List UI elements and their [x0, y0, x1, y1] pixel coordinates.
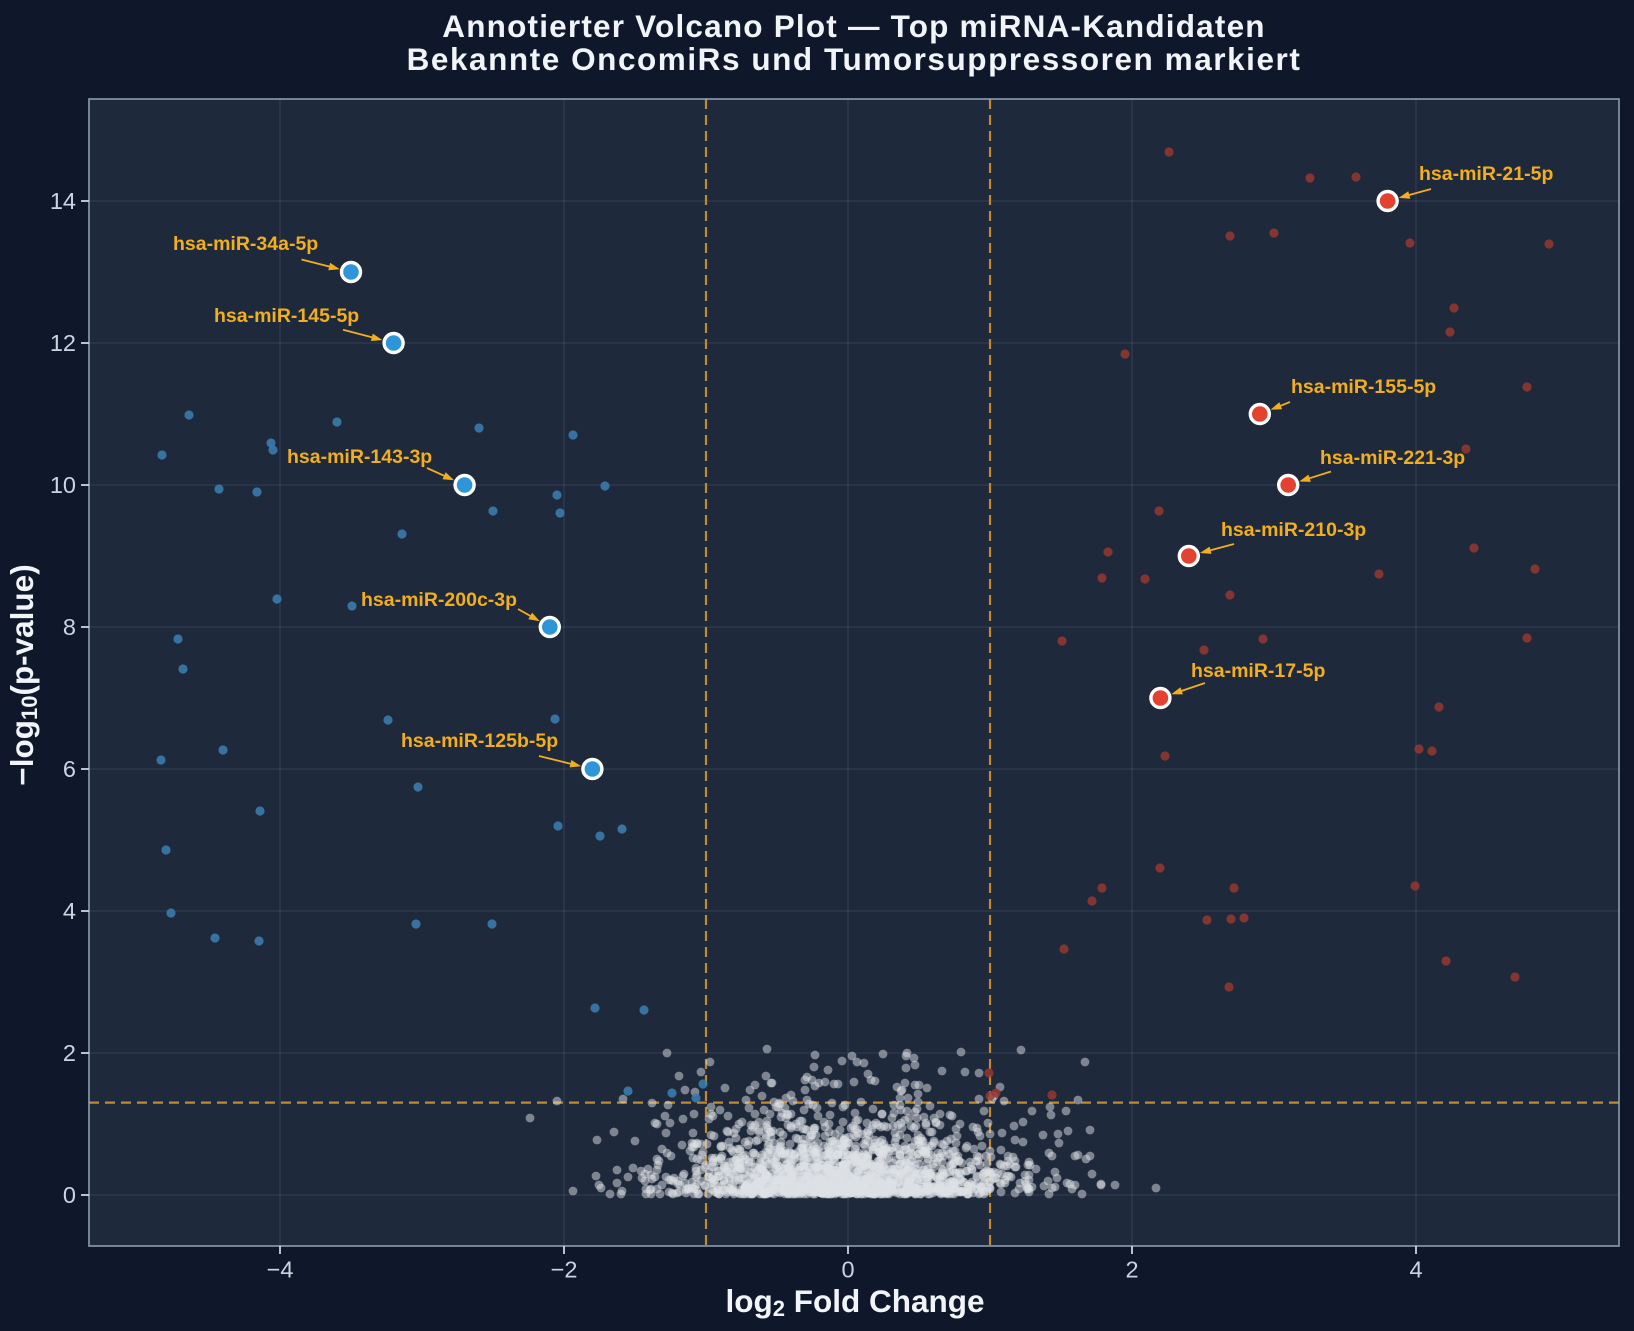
svg-text:0: 0 [841, 1257, 854, 1283]
svg-text:Annotierter Volcano Plot — Top: Annotierter Volcano Plot — Top miRNA-Kan… [442, 8, 1266, 44]
svg-text:10: 10 [50, 472, 76, 498]
svg-text:hsa-miR-210-3p: hsa-miR-210-3p [1221, 519, 1366, 541]
svg-text:4: 4 [1409, 1257, 1422, 1283]
svg-text:hsa-miR-221-3p: hsa-miR-221-3p [1320, 447, 1465, 469]
svg-text:2: 2 [1125, 1257, 1138, 1283]
svg-text:−log10(p-value): −log10(p-value) [4, 564, 42, 785]
svg-text:hsa-miR-34a-5p: hsa-miR-34a-5p [173, 233, 318, 255]
svg-text:hsa-miR-145-5p: hsa-miR-145-5p [214, 305, 359, 327]
svg-text:Bekannte OncomiRs und Tumorsup: Bekannte OncomiRs und Tumorsuppressoren … [407, 41, 1302, 77]
svg-text:hsa-miR-200c-3p: hsa-miR-200c-3p [361, 589, 517, 611]
svg-text:4: 4 [63, 898, 76, 924]
svg-text:hsa-miR-155-5p: hsa-miR-155-5p [1291, 376, 1436, 398]
svg-text:8: 8 [63, 614, 76, 640]
svg-text:2: 2 [63, 1040, 76, 1066]
svg-text:hsa-miR-125b-5p: hsa-miR-125b-5p [401, 730, 558, 752]
svg-text:hsa-miR-143-3p: hsa-miR-143-3p [287, 446, 432, 468]
svg-text:hsa-miR-21-5p: hsa-miR-21-5p [1419, 163, 1553, 185]
svg-text:−2: −2 [551, 1257, 578, 1283]
svg-text:log2 Fold Change: log2 Fold Change [726, 1283, 985, 1321]
svg-text:12: 12 [50, 330, 76, 356]
svg-text:0: 0 [63, 1182, 76, 1208]
svg-text:hsa-miR-17-5p: hsa-miR-17-5p [1191, 660, 1325, 682]
svg-text:6: 6 [63, 756, 76, 782]
svg-text:14: 14 [50, 188, 76, 214]
svg-text:−4: −4 [267, 1257, 294, 1283]
